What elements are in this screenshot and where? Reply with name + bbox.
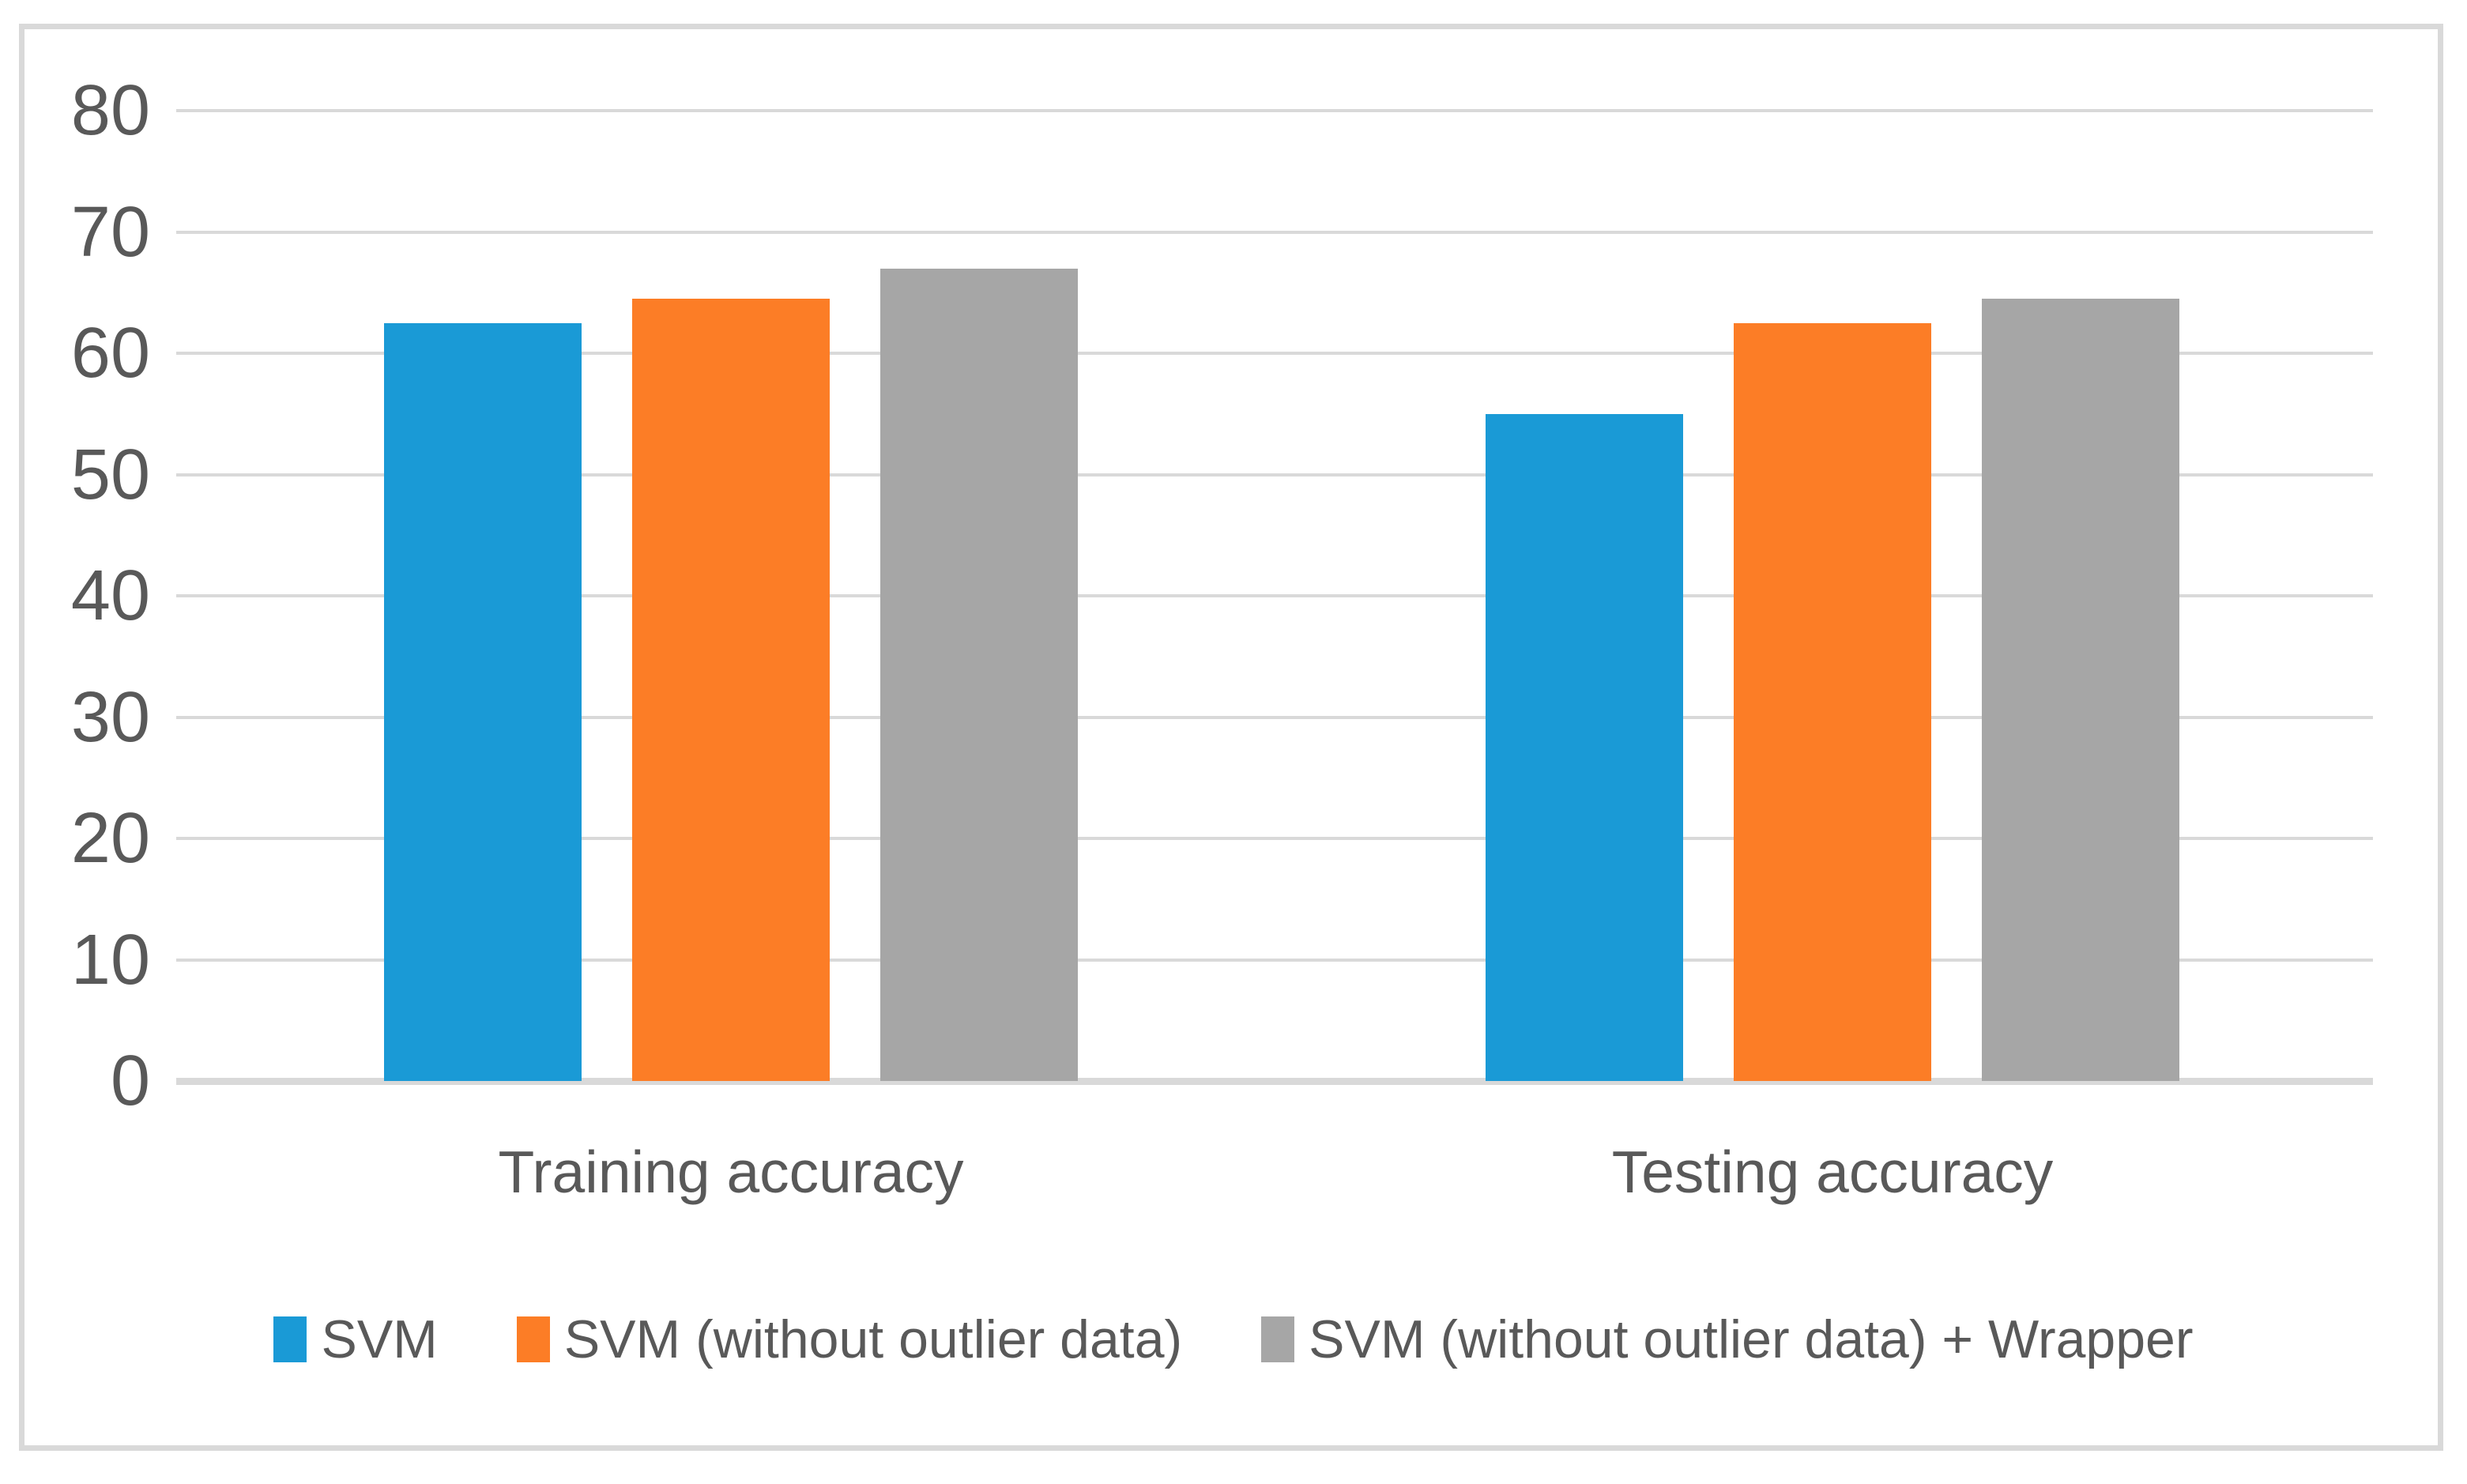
y-tick-label: 60 bbox=[70, 314, 150, 393]
legend-label: SVM (without outlier data) bbox=[563, 1309, 1183, 1369]
legend-item-svm-without-outlier-data-wrapper: SVM (without outlier data) + Wrapper bbox=[1261, 1308, 2194, 1371]
gridline bbox=[176, 352, 2373, 355]
bar-training-accuracy-svm bbox=[384, 322, 582, 1081]
gridline bbox=[176, 715, 2373, 719]
bar-training-accuracy-svm-without-outlier-data-wrapper bbox=[880, 268, 1078, 1081]
y-tick-label: 50 bbox=[70, 435, 150, 514]
legend-label: SVM (without outlier data) + Wrapper bbox=[1309, 1309, 2194, 1369]
legend-item-svm-without-outlier-data: SVM (without outlier data) bbox=[516, 1308, 1183, 1371]
y-tick-label: 80 bbox=[70, 71, 150, 150]
category-label-testing-accuracy: Testing accuracy bbox=[1611, 1139, 2054, 1205]
gridline bbox=[176, 594, 2373, 597]
y-tick-label: 40 bbox=[70, 556, 150, 635]
y-tick-label: 0 bbox=[110, 1041, 150, 1121]
bar-testing-accuracy-svm-without-outlier-data bbox=[1734, 322, 1931, 1081]
y-tick-label: 30 bbox=[70, 677, 150, 757]
y-tick-label: 20 bbox=[70, 799, 150, 878]
legend-swatch-svm-without-outlier-data-wrapper bbox=[1261, 1316, 1295, 1362]
gridline bbox=[176, 109, 2373, 112]
bar-training-accuracy-svm-without-outlier-data bbox=[632, 298, 830, 1081]
gridline bbox=[176, 837, 2373, 840]
category-label-training-accuracy: Training accuracy bbox=[498, 1139, 964, 1205]
gridline bbox=[176, 230, 2373, 234]
legend-item-svm: SVM bbox=[273, 1308, 438, 1371]
bar-testing-accuracy-svm-without-outlier-data-wrapper bbox=[1982, 298, 2179, 1081]
y-tick-label: 10 bbox=[70, 920, 150, 1000]
axis-baseline bbox=[176, 1078, 2373, 1085]
gridline bbox=[176, 958, 2373, 962]
gridline bbox=[176, 473, 2373, 476]
legend-swatch-svm-without-outlier-data bbox=[516, 1316, 550, 1362]
legend-swatch-svm bbox=[273, 1316, 307, 1362]
bar-testing-accuracy-svm bbox=[1486, 413, 1683, 1081]
legend-label: SVM bbox=[321, 1309, 438, 1369]
legend: SVM SVM (without outlier data) SVM (withou… bbox=[0, 1300, 2467, 1379]
y-tick-label: 70 bbox=[70, 192, 150, 272]
